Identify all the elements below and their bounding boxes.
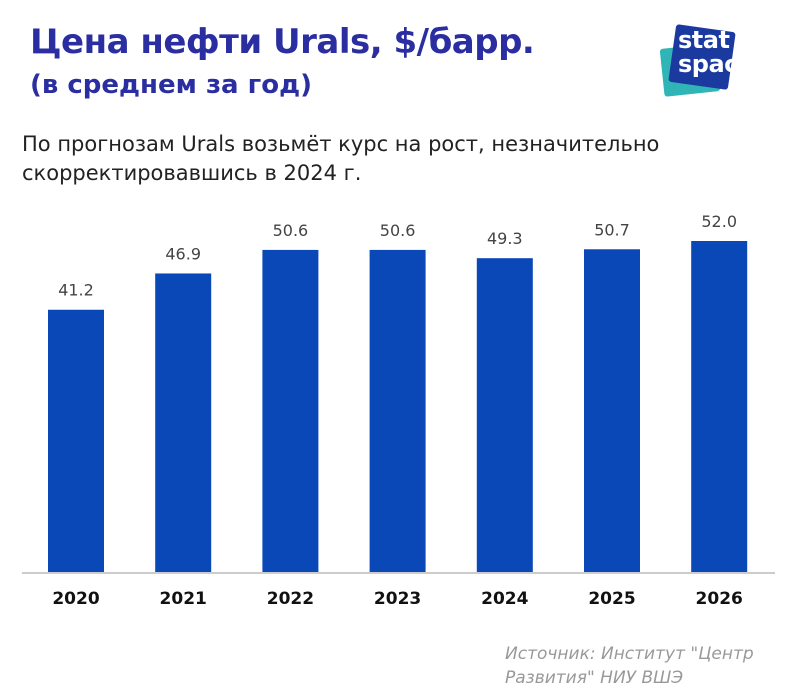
category-label: 2021 — [160, 589, 207, 609]
value-label: 49.3 — [487, 229, 523, 248]
value-label: 52.0 — [701, 212, 737, 231]
value-label: 50.7 — [594, 220, 630, 239]
category-label: 2022 — [267, 589, 314, 609]
category-label: 2025 — [588, 589, 635, 609]
bar-2024 — [476, 258, 533, 572]
category-label: 2020 — [52, 589, 99, 609]
value-label: 50.6 — [380, 221, 416, 240]
category-label: 2024 — [481, 589, 528, 609]
chart-title: Цена нефти Urals, $/барр. — [30, 22, 535, 62]
category-label: 2023 — [374, 589, 421, 609]
statspace-logo: stat space — [658, 24, 782, 97]
bar-2022 — [262, 249, 319, 572]
bar-2023 — [369, 249, 426, 572]
bar-2020 — [48, 309, 104, 572]
chart-description: По прогнозам Urals возьмёт курс на рост,… — [22, 132, 660, 185]
value-label: 41.2 — [58, 281, 94, 300]
source-note: Источник: Институт "Центр Развития" НИУ … — [505, 644, 754, 688]
bar-2025 — [584, 249, 640, 572]
bar-2026 — [691, 241, 748, 572]
value-label: 46.9 — [165, 244, 201, 263]
category-label: 2026 — [696, 589, 743, 609]
chart-subtitle: (в среднем за год) — [30, 70, 312, 100]
bar-2021 — [155, 273, 212, 572]
value-label: 50.6 — [273, 221, 309, 240]
